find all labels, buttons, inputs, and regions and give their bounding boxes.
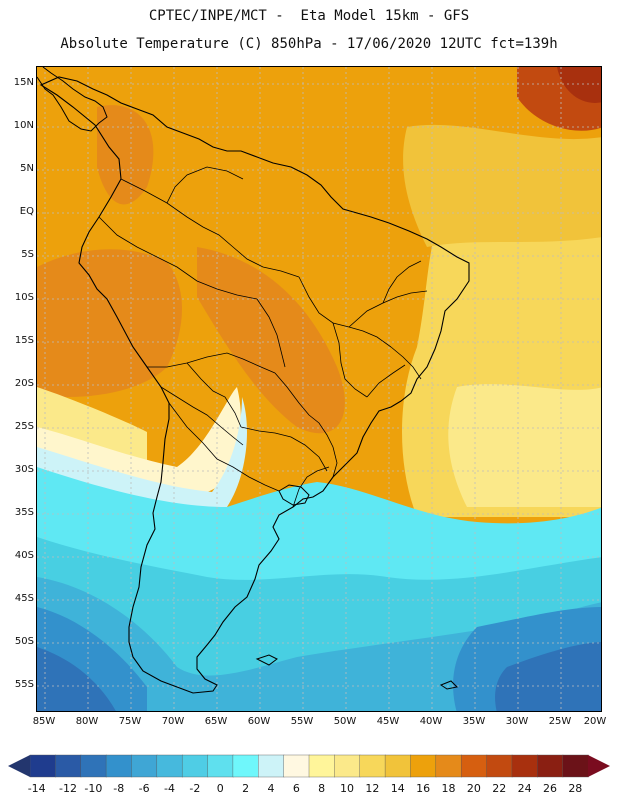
colorbar-label: 2 bbox=[242, 782, 249, 795]
lat-label-20s: 20S bbox=[14, 378, 34, 389]
south-georgia bbox=[439, 680, 459, 690]
colorbar-swatch bbox=[156, 754, 183, 778]
colorbar-label: 26 bbox=[543, 782, 557, 795]
colorbar-label: 16 bbox=[416, 782, 430, 795]
lat-label-50s: 50S bbox=[14, 636, 34, 647]
colorbar-label: -10 bbox=[84, 782, 102, 795]
lat-label-5n: 5N bbox=[20, 163, 34, 174]
lon-label-70w: 70W bbox=[161, 716, 185, 727]
lon-label-30w: 30W bbox=[505, 716, 529, 727]
lon-label-80w: 80W bbox=[75, 716, 99, 727]
lon-label-65w: 65W bbox=[204, 716, 228, 727]
colorbar-label: 8 bbox=[318, 782, 325, 795]
colorbar-high-arrow bbox=[588, 755, 610, 777]
orange-band-north bbox=[97, 105, 154, 205]
lat-label-40s: 40S bbox=[14, 550, 34, 561]
colorbar-label: 24 bbox=[518, 782, 532, 795]
colorbar-label: 6 bbox=[293, 782, 300, 795]
colorbar: -14 -12 -10 -8 -6 -4 -2 0 2 4 6 8 10 12 14 16 18 20 22 24 26… bbox=[8, 754, 610, 795]
colorbar-swatch bbox=[460, 754, 488, 778]
colorbar-swatch bbox=[359, 754, 386, 778]
colorbar-label: 28 bbox=[568, 782, 582, 795]
colorbar-label: -12 bbox=[59, 782, 77, 795]
colorbar-label: -2 bbox=[189, 782, 200, 795]
colorbar-swatch bbox=[283, 754, 310, 778]
lon-label-45w: 45W bbox=[376, 716, 400, 727]
colorbar-swatch bbox=[29, 754, 57, 778]
colorbar-label: 0 bbox=[217, 782, 224, 795]
colorbar-label: -14 bbox=[28, 782, 46, 795]
colorbar-swatch bbox=[410, 754, 437, 778]
country-borders bbox=[98, 166, 428, 508]
title-line-2: Absolute Temperature (C) 850hPa - 17/06/… bbox=[60, 36, 558, 52]
colorbar-swatch bbox=[537, 754, 564, 778]
lon-label-55w: 55W bbox=[290, 716, 314, 727]
lat-label-55s: 55S bbox=[14, 679, 34, 690]
colorbar-label: -8 bbox=[113, 782, 124, 795]
lon-label-25w: 25W bbox=[548, 716, 572, 727]
colorbar-labels: -14 -12 -10 -8 -6 -4 -2 0 2 4 6 8 10 12 14 16 18 20 22 24 26… bbox=[28, 782, 583, 795]
colorbar-swatch bbox=[486, 754, 513, 778]
falkland-islands bbox=[255, 654, 278, 666]
colorbar-swatch bbox=[562, 754, 589, 778]
colorbar-low-arrow bbox=[8, 755, 30, 777]
title-line-1: CPTEC/INPE/MCT - Eta Model 15km - GFS bbox=[148, 8, 470, 24]
colorbar-swatch bbox=[308, 754, 336, 778]
colorbar-swatch bbox=[511, 754, 538, 778]
colorbar-swatch bbox=[435, 754, 462, 778]
colorbar-label: 12 bbox=[365, 782, 379, 795]
colorbar-swatch bbox=[80, 754, 107, 778]
central-america-coastline bbox=[37, 67, 108, 132]
cold-region-dark-blue bbox=[495, 642, 601, 711]
colorbar-swatch bbox=[181, 754, 209, 778]
colorbar-swatch bbox=[334, 754, 361, 778]
lon-label-40w: 40W bbox=[419, 716, 443, 727]
colorbar-swatch bbox=[258, 754, 285, 778]
lon-label-35w: 35W bbox=[462, 716, 486, 727]
lat-label-30s: 30S bbox=[14, 464, 34, 475]
colorbar-swatch bbox=[105, 754, 133, 778]
colorbar-swatch bbox=[131, 754, 158, 778]
lat-label-25s: 25S bbox=[14, 421, 34, 432]
colorbar-label: 22 bbox=[492, 782, 506, 795]
lat-label-5s: 5S bbox=[21, 249, 34, 260]
colorbar-label: 18 bbox=[442, 782, 456, 795]
colorbar-swatches bbox=[29, 754, 589, 778]
orange-band-central bbox=[197, 247, 345, 434]
rio-de-la-plata bbox=[278, 484, 310, 506]
colorbar-label: 14 bbox=[391, 782, 405, 795]
lon-label-50w: 50W bbox=[333, 716, 357, 727]
lat-label-45s: 45S bbox=[14, 593, 34, 604]
orange-band bbox=[37, 249, 182, 397]
lon-label-85w: 85W bbox=[32, 716, 56, 727]
cold-region-dark-blue-west bbox=[37, 647, 116, 711]
lon-label-75w: 75W bbox=[118, 716, 142, 727]
colorbar-swatch bbox=[207, 754, 234, 778]
hot-spot-inner bbox=[557, 67, 601, 103]
lat-label-eq: EQ bbox=[19, 206, 34, 217]
lat-label-15s: 15S bbox=[14, 335, 34, 346]
colorbar-swatch bbox=[232, 754, 259, 778]
map-canvas bbox=[37, 67, 601, 711]
lon-label-60w: 60W bbox=[247, 716, 271, 727]
colorbar-swatch bbox=[384, 754, 412, 778]
colorbar-label: 20 bbox=[467, 782, 481, 795]
colorbar-swatch bbox=[55, 754, 82, 778]
lat-label-15n: 15N bbox=[13, 77, 34, 88]
colorbar-label: 4 bbox=[267, 782, 274, 795]
lat-label-10n: 10N bbox=[13, 120, 34, 131]
colorbar-label: 10 bbox=[340, 782, 354, 795]
east-ocean-warm-north bbox=[403, 124, 601, 247]
colorbar-label: -4 bbox=[164, 782, 175, 795]
temperature-map bbox=[36, 66, 602, 712]
colorbar-label: -6 bbox=[139, 782, 150, 795]
east-ocean-pale bbox=[448, 384, 601, 507]
grid-lines bbox=[37, 67, 601, 711]
lat-label-10s: 10S bbox=[14, 292, 34, 303]
lon-label-20w: 20W bbox=[583, 716, 607, 727]
lat-label-35s: 35S bbox=[14, 507, 34, 518]
